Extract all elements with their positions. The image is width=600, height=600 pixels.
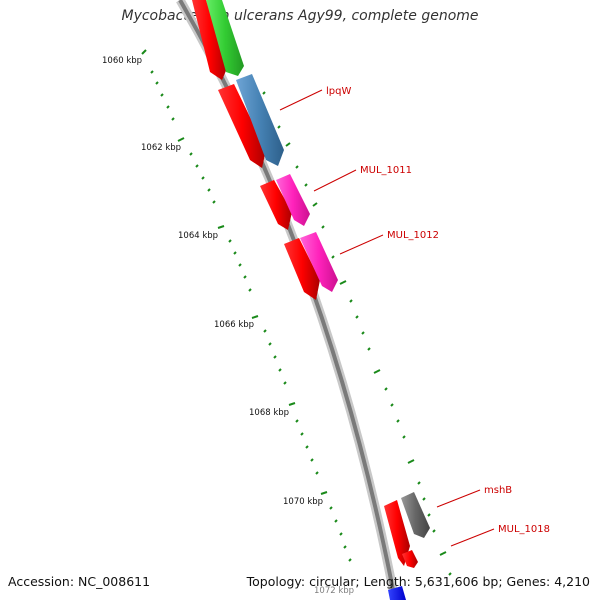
- cds-feature: [276, 174, 310, 226]
- cds-feature: [260, 180, 292, 230]
- cds-feature: [206, 0, 244, 76]
- inner-scale-ring: [141, 49, 352, 562]
- cds-feature: [284, 238, 320, 300]
- scale-label-1064: 1064 kbp: [178, 231, 218, 241]
- cds-feature: [192, 0, 228, 80]
- scale-label-1070: 1070 kbp: [283, 497, 323, 507]
- cds-feature: [218, 84, 266, 168]
- genome-summary-text: Topology: circular; Length: 5,631,606 bp…: [246, 574, 590, 589]
- svg-text:mshB: mshB: [484, 485, 512, 496]
- scale-label-1066: 1066 kbp: [214, 320, 254, 330]
- gene-label-MUL_1011[interactable]: MUL_1011: [313, 165, 412, 192]
- scale-label-1060: 1060 kbp: [102, 56, 142, 66]
- cds-feature: [402, 550, 418, 568]
- scale-label-1068: 1068 kbp: [249, 408, 289, 418]
- scale-label-1072: 1072 kbp: [314, 586, 354, 596]
- gene-label-MUL_1012[interactable]: MUL_1012: [339, 230, 439, 255]
- cds-feature: [300, 232, 338, 292]
- forward-cds-features: [206, 0, 430, 600]
- gene-label-lpqW[interactable]: lpqW: [279, 86, 351, 111]
- svg-text:lpqW: lpqW: [326, 86, 351, 97]
- svg-text:MUL_1011: MUL_1011: [360, 165, 412, 176]
- scale-labels: 1060 kbp 1062 kbp 1064 kbp 1066 kbp 1068…: [102, 56, 354, 596]
- svg-text:MUL_1018: MUL_1018: [498, 524, 550, 535]
- cds-feature: [236, 74, 284, 166]
- gene-label-mshB[interactable]: mshB: [436, 485, 512, 508]
- genome-backbone: [176, 0, 400, 600]
- cds-feature: [388, 586, 406, 600]
- reverse-cds-features: [192, 0, 418, 568]
- accession-text: Accession: NC_008611: [8, 574, 151, 589]
- cds-feature: [384, 500, 410, 566]
- cds-feature: [401, 492, 430, 538]
- scale-label-1062: 1062 kbp: [141, 143, 181, 153]
- svg-text:MUL_1012: MUL_1012: [387, 230, 439, 241]
- gene-label-MUL_1018[interactable]: MUL_1018: [450, 524, 550, 547]
